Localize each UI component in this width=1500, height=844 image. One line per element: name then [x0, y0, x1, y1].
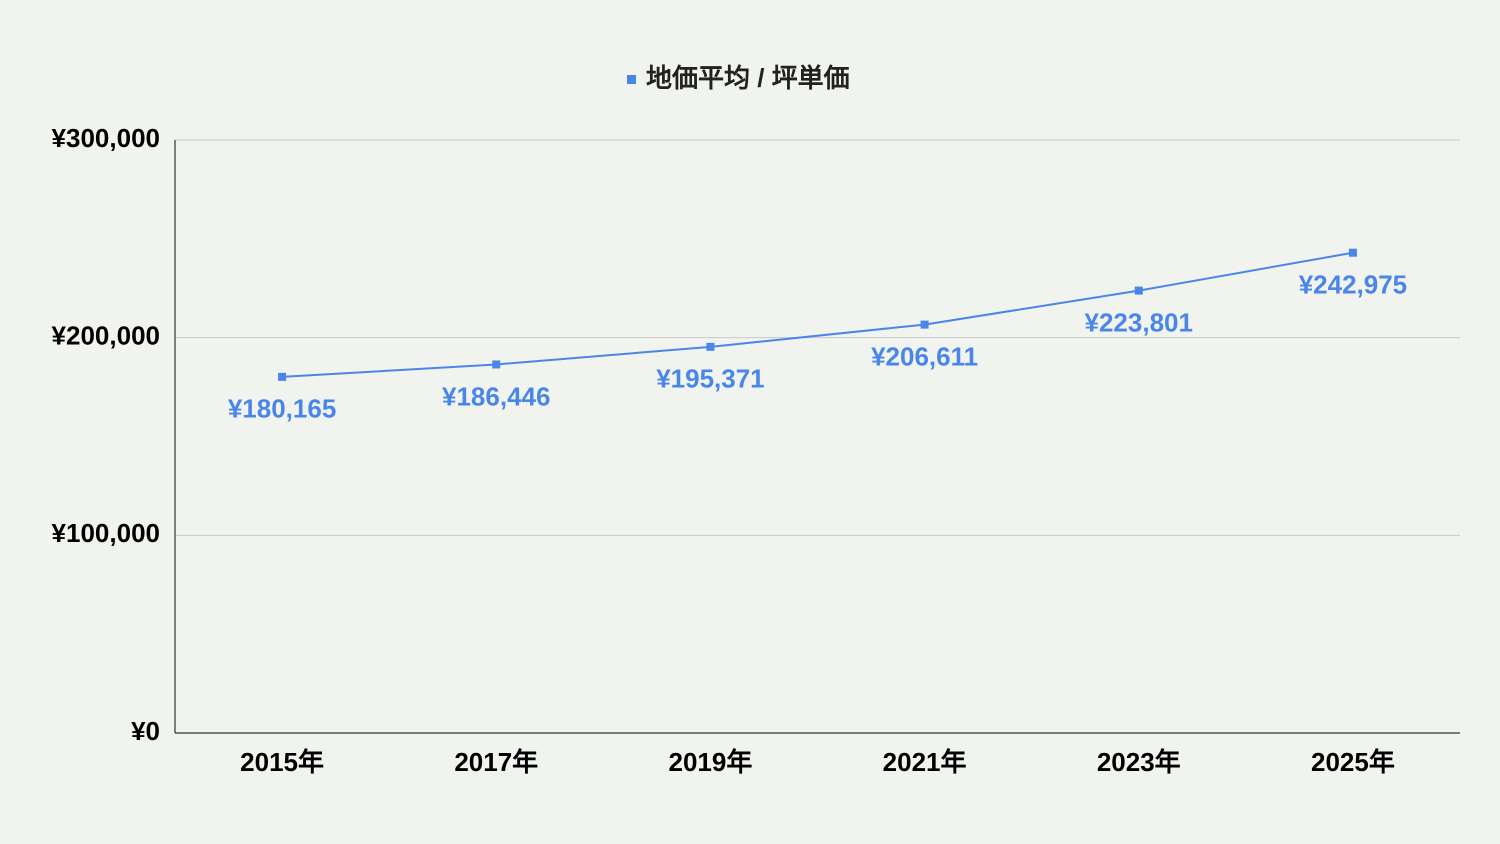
y-tick-label: ¥0 — [131, 716, 160, 746]
x-tick-label: 2015年 — [240, 747, 324, 777]
x-tick-label: 2025年 — [1311, 747, 1395, 777]
legend-label: 地価平均 / 坪単価 — [646, 63, 850, 93]
point-marker — [1348, 248, 1357, 257]
point-marker — [920, 320, 929, 329]
y-tick-label: ¥200,000 — [52, 321, 160, 351]
data-label: ¥186,446 — [442, 381, 550, 411]
x-tick-label: 2017年 — [454, 747, 538, 777]
x-tick-label: 2019年 — [668, 747, 752, 777]
data-label: ¥206,611 — [871, 341, 978, 371]
series-line — [282, 251, 1354, 378]
x-tick-label: 2023年 — [1097, 747, 1181, 777]
data-label: ¥180,165 — [228, 394, 336, 424]
point-marker — [1134, 286, 1143, 295]
point-marker — [492, 360, 501, 369]
data-label: ¥195,371 — [656, 364, 764, 394]
y-tick-label: ¥100,000 — [52, 518, 160, 548]
data-label: ¥223,801 — [1085, 307, 1193, 337]
data-label: ¥242,975 — [1299, 270, 1407, 300]
point-marker — [278, 372, 287, 381]
legend-marker — [627, 75, 636, 84]
point-marker — [706, 342, 715, 351]
y-tick-label: ¥300,000 — [52, 123, 160, 153]
x-tick-label: 2021年 — [883, 747, 967, 777]
